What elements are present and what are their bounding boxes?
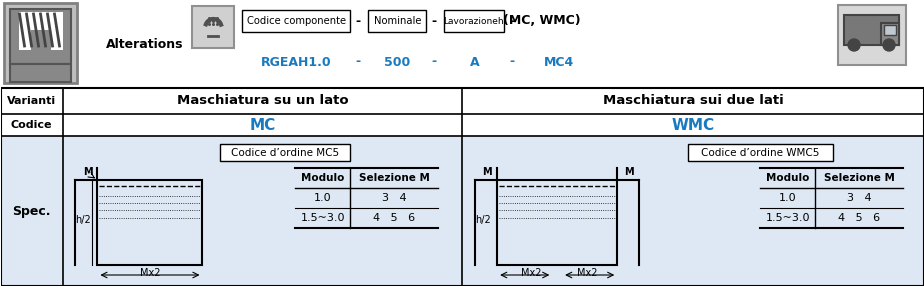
- Bar: [242, 10, 350, 32]
- Text: Mx2: Mx2: [140, 268, 160, 278]
- Text: 3   4: 3 4: [846, 193, 871, 203]
- Text: MC: MC: [249, 118, 275, 132]
- Text: -: -: [510, 55, 515, 69]
- Text: Codice d’ordine WMC5: Codice d’ordine WMC5: [701, 148, 820, 158]
- Text: WMC: WMC: [672, 118, 714, 132]
- Bar: [9, 64, 71, 82]
- Bar: [97, 180, 202, 265]
- Bar: [844, 15, 899, 45]
- Text: 1.5~3.0: 1.5~3.0: [765, 213, 809, 223]
- Circle shape: [883, 39, 895, 51]
- Text: M: M: [482, 167, 492, 177]
- Text: Modulo: Modulo: [766, 173, 809, 183]
- Bar: [1, 114, 924, 136]
- Text: M: M: [625, 167, 634, 177]
- Text: -: -: [432, 15, 437, 27]
- Bar: [9, 9, 71, 64]
- Text: 4   5   6: 4 5 6: [373, 213, 416, 223]
- Text: 1.0: 1.0: [314, 193, 332, 203]
- Bar: [881, 23, 899, 45]
- Text: (MC, WMC): (MC, WMC): [504, 15, 581, 27]
- Text: Selezione M: Selezione M: [359, 173, 430, 183]
- Bar: [1, 88, 924, 114]
- Text: 3   4: 3 4: [382, 193, 407, 203]
- Text: Selezione M: Selezione M: [823, 173, 894, 183]
- Bar: [688, 144, 833, 161]
- Text: -: -: [510, 15, 515, 27]
- Text: -: -: [356, 15, 361, 27]
- Text: Varianti: Varianti: [7, 96, 56, 106]
- Bar: [369, 10, 426, 32]
- Text: Modulo: Modulo: [301, 173, 345, 183]
- Text: M: M: [82, 167, 92, 177]
- Bar: [18, 12, 63, 30]
- Text: MC4: MC4: [544, 55, 575, 69]
- Bar: [18, 12, 30, 50]
- Bar: [1, 88, 924, 286]
- Text: Codice d’ordine MC5: Codice d’ordine MC5: [231, 148, 339, 158]
- Text: Codice componente: Codice componente: [247, 16, 346, 26]
- Bar: [4, 3, 78, 83]
- Bar: [192, 6, 235, 48]
- Text: Mx2: Mx2: [520, 268, 541, 278]
- Text: Codice: Codice: [11, 120, 53, 130]
- Bar: [221, 144, 350, 161]
- Text: 1.0: 1.0: [779, 193, 796, 203]
- Text: A: A: [469, 55, 479, 69]
- Text: Mx2: Mx2: [577, 268, 598, 278]
- Text: 500: 500: [384, 55, 410, 69]
- Bar: [51, 12, 63, 50]
- Text: -: -: [432, 55, 437, 69]
- Bar: [884, 25, 896, 35]
- Text: Maschiatura su un lato: Maschiatura su un lato: [176, 94, 348, 108]
- Text: Maschiatura sui due lati: Maschiatura sui due lati: [602, 94, 784, 108]
- Bar: [838, 5, 906, 65]
- Text: Spec.: Spec.: [12, 204, 51, 217]
- Bar: [1, 88, 924, 286]
- Text: h/2: h/2: [76, 215, 91, 225]
- Bar: [1, 0, 924, 88]
- Text: Lavorazionehi: Lavorazionehi: [443, 17, 505, 25]
- Text: h/2: h/2: [475, 215, 492, 225]
- Text: 4   5   6: 4 5 6: [838, 213, 880, 223]
- Text: Alterations: Alterations: [105, 37, 183, 51]
- Bar: [497, 180, 617, 265]
- Circle shape: [848, 39, 860, 51]
- Text: RGEAH1.0: RGEAH1.0: [261, 55, 332, 69]
- Bar: [444, 10, 505, 32]
- Text: -: -: [356, 55, 361, 69]
- Text: Nominale: Nominale: [373, 16, 421, 26]
- Text: 1.5~3.0: 1.5~3.0: [300, 213, 345, 223]
